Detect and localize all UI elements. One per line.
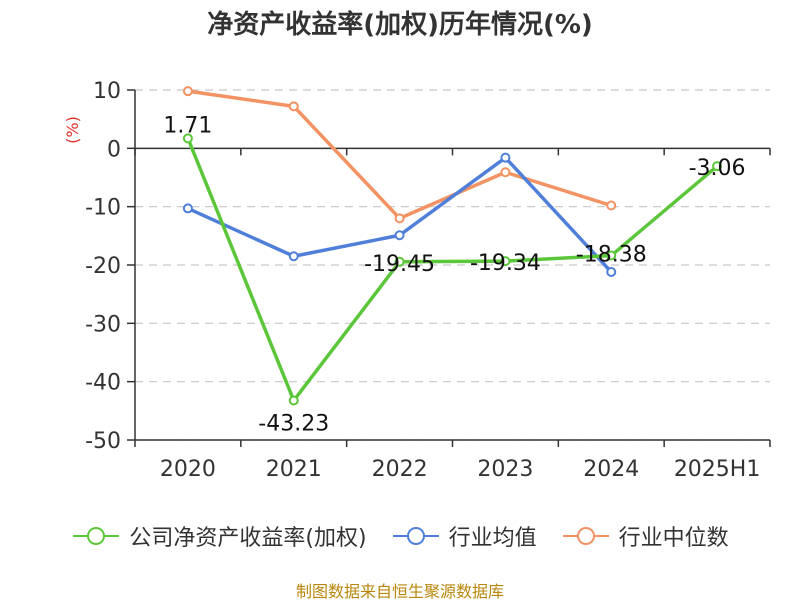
legend-label: 公司净资产收益率(加权)	[129, 526, 367, 551]
legend-label: 行业均值	[448, 526, 537, 551]
x-tick-label: 2022	[372, 457, 428, 482]
x-tick-label: 2023	[477, 457, 533, 482]
legend: 公司净资产收益率(加权) 行业均值 行业中位数	[0, 520, 800, 552]
y-tick-label: -30	[85, 312, 121, 337]
data-point	[288, 101, 299, 112]
x-tick-label: 2024	[583, 457, 639, 482]
data-point	[500, 167, 511, 178]
data-point	[394, 256, 405, 267]
data-point	[500, 152, 511, 163]
y-tick-label: -40	[85, 371, 121, 396]
y-tick-label: 10	[93, 79, 121, 104]
x-tick-label: 2025H1	[674, 457, 761, 482]
legend-label: 行业中位数	[618, 526, 729, 551]
y-tick-label: -50	[85, 429, 121, 454]
legend-item[interactable]: 行业均值	[391, 520, 537, 552]
data-point	[182, 86, 193, 97]
chart-title: 净资产收益率(加权)历年情况(%)	[207, 10, 593, 40]
legend-swatch-icon	[562, 527, 609, 545]
data-label: -3.06	[689, 156, 746, 181]
data-label: -18.38	[576, 243, 647, 268]
data-point	[288, 251, 299, 262]
data-point	[288, 395, 299, 406]
grid-layer	[135, 89, 770, 441]
data-point	[500, 256, 511, 267]
data-source: 制图数据来自恒生聚源数据库	[295, 582, 504, 601]
series-line	[187, 89, 612, 221]
y-tick-label: -10	[85, 196, 121, 221]
data-label: -19.45	[364, 252, 435, 277]
y-tick-label: 0	[107, 137, 121, 162]
data-point	[712, 161, 723, 172]
y-unit-label: (%)	[63, 116, 82, 144]
series-line	[186, 137, 719, 403]
data-point	[182, 133, 193, 144]
data-point	[394, 230, 405, 241]
data-point	[606, 250, 617, 261]
y-tick-label: -20	[85, 254, 121, 279]
data-label: -19.34	[470, 251, 541, 276]
legend-swatch-icon	[392, 527, 439, 545]
data-point	[606, 200, 617, 211]
legend-swatch-icon	[73, 527, 120, 545]
x-tick-label: 2021	[266, 457, 322, 482]
label-layer: 1.71 -43.23 -19.45 -19.34 -18.38 -3.06	[163, 113, 745, 436]
legend-item[interactable]: 公司净资产收益率(加权)	[71, 520, 367, 552]
x-tick-label: 2020	[160, 457, 216, 482]
axis-layer: 10 0 -10 -20 -30 -40 -50 2020 2021 2022 2023 2024 20…	[85, 79, 771, 482]
data-label: 1.71	[163, 113, 212, 138]
legend-item[interactable]: 行业中位数	[561, 520, 729, 552]
data-point	[606, 267, 617, 277]
data-point	[182, 203, 193, 214]
data-label: -43.23	[258, 412, 329, 437]
data-point	[394, 213, 405, 224]
series-layer	[182, 86, 723, 406]
